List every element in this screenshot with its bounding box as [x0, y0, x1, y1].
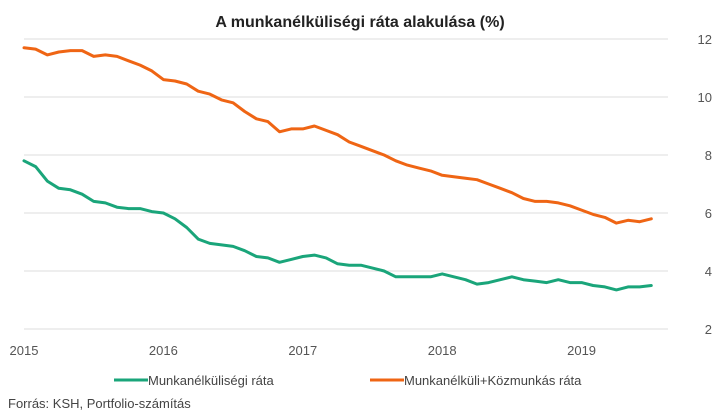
y-tick-label: 6	[705, 206, 712, 221]
series-lines	[22, 46, 653, 292]
source-note: Forrás: KSH, Portfolio-számítás	[8, 396, 191, 411]
x-tick-label: 2018	[428, 343, 457, 358]
y-tick-label: 10	[698, 90, 712, 105]
legend-label-2: Munkanélküli+Közmunkás ráta	[404, 373, 582, 388]
y-tick-label: 8	[705, 148, 712, 163]
x-tick-label: 2016	[149, 343, 178, 358]
y-tick-label: 2	[705, 322, 712, 337]
chart-title: A munkanélküliségi ráta alakulása (%)	[215, 14, 504, 31]
x-axis-ticks: 2015 2016 2017 2018 2019	[10, 343, 596, 358]
x-tick-label: 2017	[288, 343, 317, 358]
x-tick-label: 2019	[567, 343, 596, 358]
y-tick-label: 4	[705, 264, 712, 279]
legend-label-1: Munkanélküliségi ráta	[148, 373, 275, 388]
series-line-2	[22, 46, 653, 225]
y-tick-label: 12	[698, 32, 712, 47]
x-tick-label: 2015	[10, 343, 39, 358]
gridlines	[24, 38, 668, 330]
y-axis-ticks: 2 4 6 8 10 12	[698, 32, 712, 337]
legend: Munkanélküliségi ráta Munkanélküli+Közmun…	[114, 373, 582, 388]
series-line-1	[22, 159, 653, 292]
